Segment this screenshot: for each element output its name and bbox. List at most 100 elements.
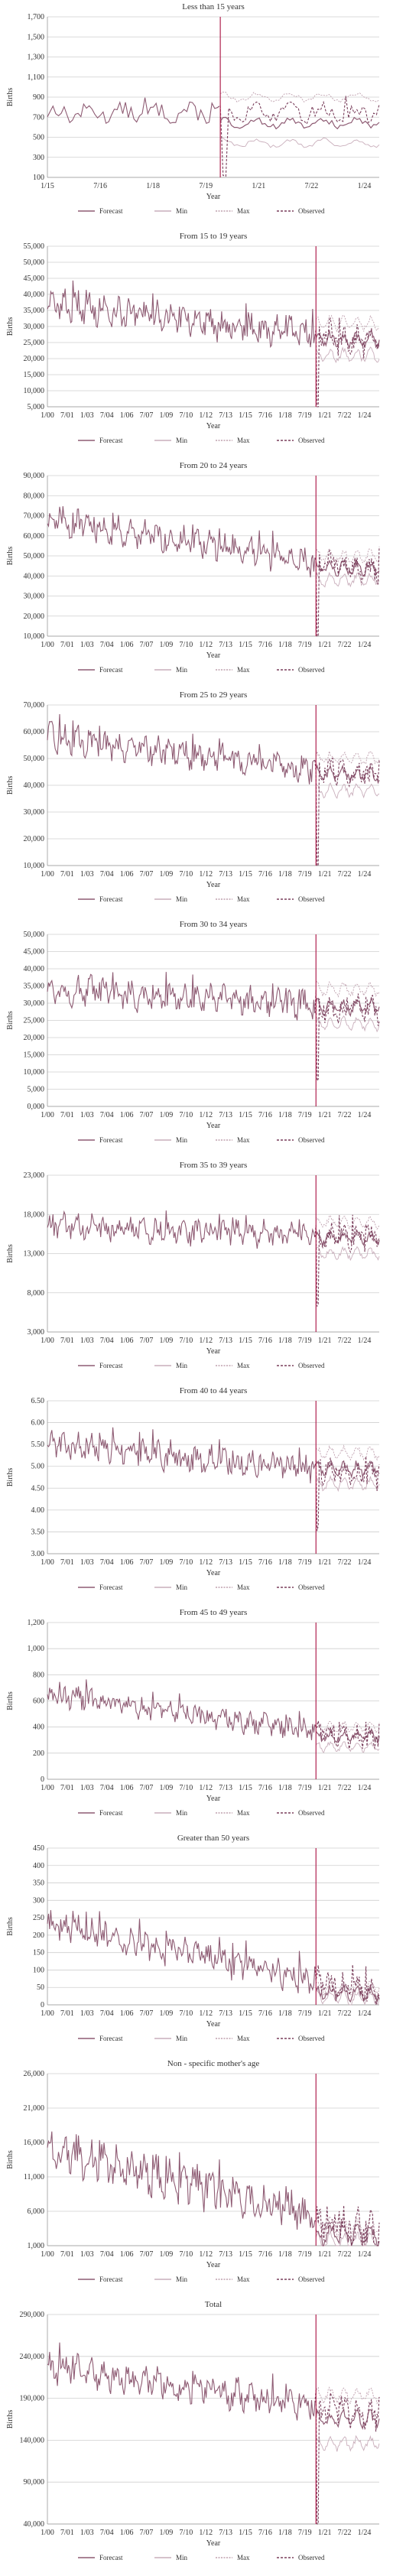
y-tick-label: 250 (33, 1914, 44, 1922)
y-tick-label: 600 (33, 1697, 44, 1706)
x-tick-label: 7/13 (219, 411, 232, 420)
y-tick-label: 350 (33, 1879, 44, 1888)
max-series (315, 2215, 380, 2239)
y-tick-label: 6,000 (28, 2207, 45, 2216)
y-tick-label: 200 (33, 1931, 44, 1940)
x-tick-label: 1/09 (160, 2250, 174, 2259)
y-axis-label: Births (6, 1011, 15, 1030)
x-tick-label: 1/24 (358, 641, 372, 649)
x-tick-label: 7/01 (60, 2250, 74, 2259)
legend-label: Min (176, 2035, 188, 2042)
max-series (316, 1720, 380, 1735)
legend-label: Observed (298, 207, 325, 215)
x-tick-label: 7/22 (338, 1337, 352, 1345)
legend: Forecast Min Max Observed (78, 1136, 325, 1144)
legend: Forecast Min Max Observed (78, 1584, 325, 1591)
x-tick-label: 1/00 (41, 2250, 54, 2259)
x-tick-label: 7/07 (140, 641, 154, 649)
y-tick-label: 15,000 (24, 371, 45, 379)
x-tick-label: 1/03 (80, 2009, 94, 2018)
x-tick-label: 7/16 (258, 2250, 272, 2259)
legend-label: Max (237, 437, 250, 444)
x-tick-label: 1/21 (318, 2009, 332, 2018)
min-series (315, 571, 380, 588)
x-tick-label: 7/01 (60, 1784, 74, 1792)
x-tick-label: 7/13 (219, 2529, 232, 2537)
forecast-series (219, 116, 380, 130)
x-tick-label: 1/00 (41, 2009, 54, 2018)
chart-panel: From 25 to 29 years 10,000 20,000 30,000 40,… (6, 690, 380, 903)
x-tick-label: 1/09 (160, 2529, 174, 2537)
y-axis-label: Births (6, 2410, 15, 2429)
y-tick-label: 100 (33, 174, 44, 182)
legend-label: Observed (298, 2554, 325, 2561)
max-series (315, 1215, 380, 1230)
y-tick-label: 13,000 (24, 1250, 45, 1259)
legend: Forecast Min Max Observed (78, 2276, 325, 2283)
x-tick-label: 1/18 (278, 2009, 292, 2018)
x-tick-label: 7/22 (338, 1558, 352, 1567)
x-tick-label: 1/12 (199, 1558, 213, 1567)
x-tick-label: 1/03 (80, 1337, 94, 1345)
y-tick-label: 400 (33, 1723, 44, 1732)
y-tick-label: 5,000 (28, 1086, 45, 1094)
chart-title: From 30 to 34 years (180, 920, 248, 929)
y-tick-label: 800 (33, 1671, 44, 1679)
y-axis-label: Births (6, 1468, 15, 1487)
legend: Forecast Min Max Observed (78, 2554, 325, 2561)
x-tick-label: 1/06 (120, 641, 134, 649)
x-tick-label: 1/09 (160, 1111, 174, 1119)
x-tick-label: 7/22 (338, 2529, 352, 2537)
y-tick-label: 80,000 (24, 492, 45, 500)
x-tick-label: 1/00 (41, 1337, 54, 1345)
x-tick-label: 7/16 (258, 870, 272, 879)
x-tick-label: 1/21 (318, 411, 332, 420)
x-tick-label: 1/15 (239, 2529, 252, 2537)
x-tick-label: 7/13 (219, 1111, 232, 1119)
x-tick-label: 1/21 (318, 2529, 332, 2537)
observed-series-dashed (314, 546, 380, 637)
x-tick-label: 7/10 (179, 870, 193, 879)
max-series (315, 314, 380, 333)
legend-label: Observed (298, 437, 325, 444)
observed-series-dashed (314, 317, 380, 408)
x-tick-label: 7/01 (60, 1558, 74, 1567)
x-tick-label: 1/12 (199, 2250, 213, 2259)
x-tick-label: 7/01 (60, 2009, 74, 2018)
legend-label: Min (176, 437, 188, 444)
max-series (315, 2386, 380, 2405)
y-axis-label: Births (6, 2150, 15, 2169)
observed-series (47, 1679, 316, 1740)
x-tick-label: 1/09 (160, 2009, 174, 2018)
chart-title: From 15 to 19 years (180, 232, 248, 241)
y-tick-label: 0 (41, 2001, 44, 2009)
legend-label: Min (176, 1809, 188, 1817)
x-tick-label: 7/10 (179, 1558, 193, 1567)
x-tick-label: 1/15 (239, 641, 252, 649)
y-tick-label: 10,000 (24, 862, 45, 870)
x-axis-label: Year (206, 193, 221, 201)
x-tick-label: 7/22 (338, 641, 352, 649)
x-tick-label: 1/18 (278, 411, 292, 420)
x-tick-label: 7/01 (60, 641, 74, 649)
legend-label: Forecast (99, 1584, 123, 1591)
legend-label: Forecast (99, 2035, 123, 2042)
max-series (315, 1444, 380, 1461)
chart-panel: Greater than 50 years 0 50 100 150 200 250 300 3… (6, 1834, 380, 2042)
x-tick-label: 7/07 (140, 870, 154, 879)
chart-panel: Less than 15 years 100 300 500 700 900 1,100 1,… (6, 2, 380, 215)
y-tick-label: 3.00 (31, 1550, 45, 1558)
x-tick-label: 7/04 (100, 1337, 114, 1345)
x-tick-label: 1/15 (239, 870, 252, 879)
observed-series (47, 505, 316, 578)
x-tick-label: 1/12 (199, 2529, 213, 2537)
y-tick-label: 15,000 (24, 1051, 45, 1060)
legend: Forecast Min Max Observed (78, 437, 325, 444)
y-tick-label: 1,500 (28, 33, 45, 41)
y-tick-label: 900 (33, 93, 44, 102)
x-tick-label: 7/16 (258, 1337, 272, 1345)
y-tick-label: 20,000 (24, 1034, 45, 1042)
chart-title: From 20 to 24 years (180, 461, 248, 470)
x-tick-label: 1/06 (120, 2529, 134, 2537)
chart-title: From 25 to 29 years (180, 690, 248, 700)
